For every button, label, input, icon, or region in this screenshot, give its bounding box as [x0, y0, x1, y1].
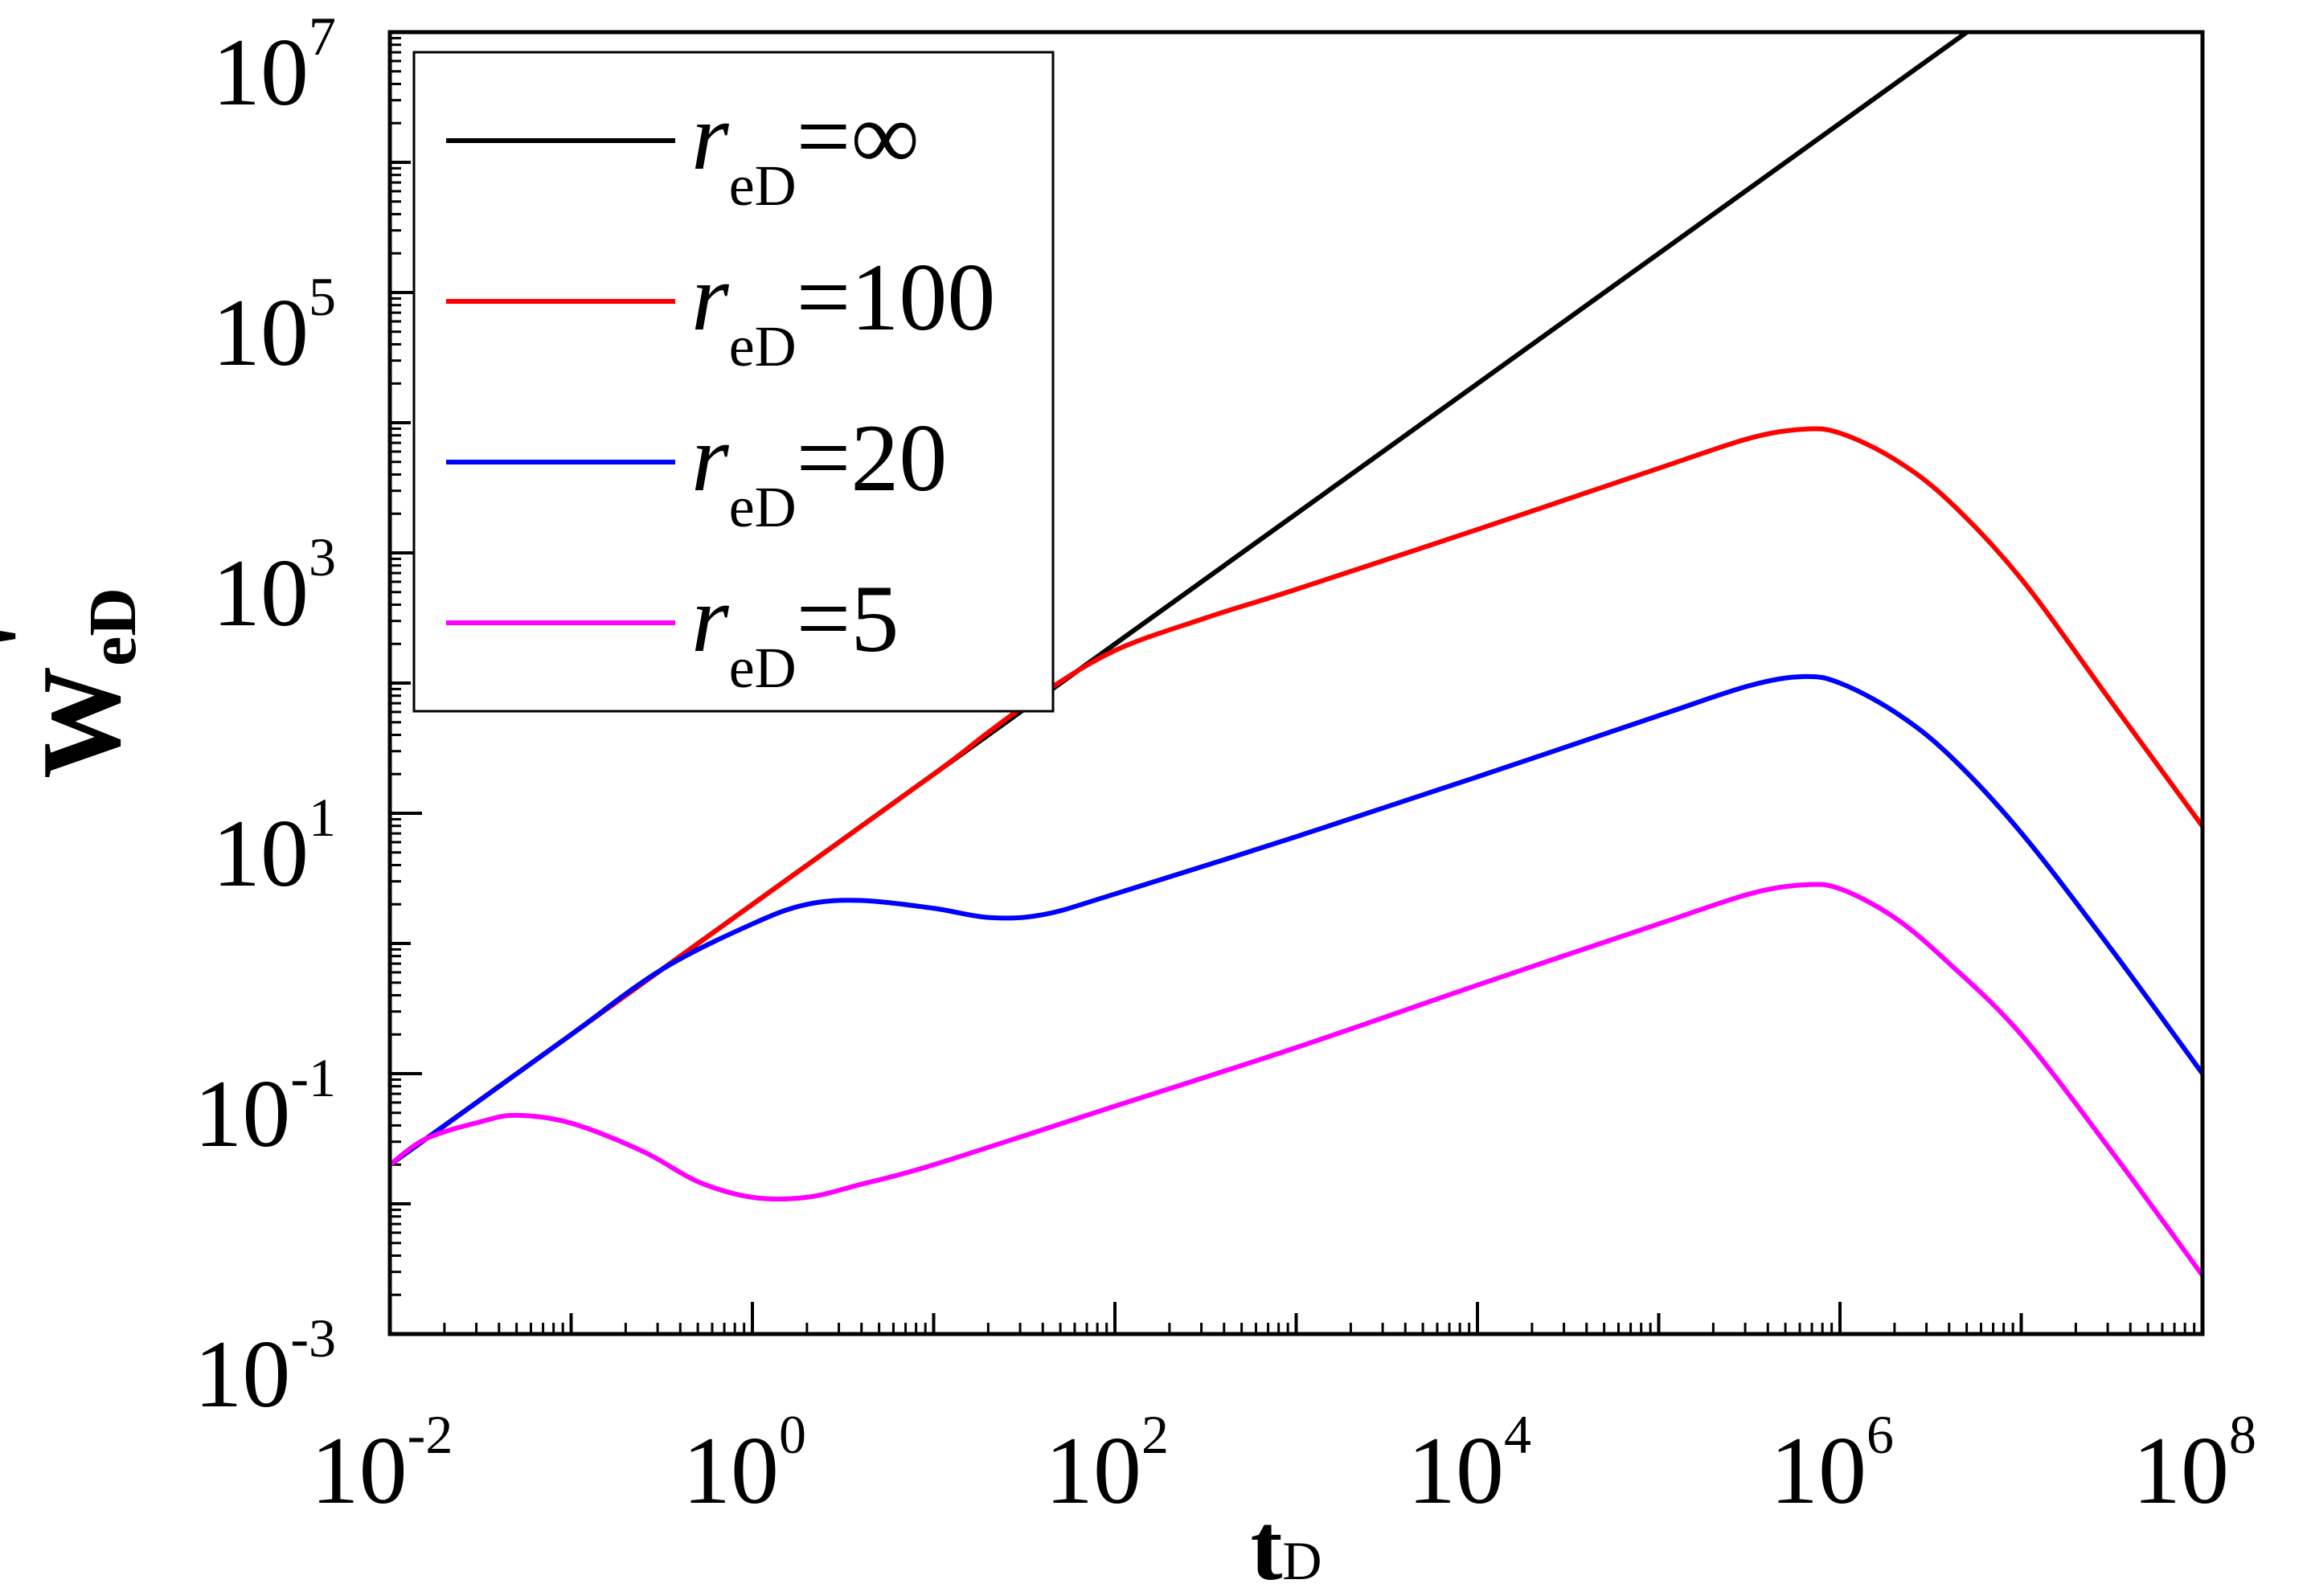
x-axis-title-main: t — [1250, 1493, 1282, 1596]
label-layer: 10-2 100 102 104 106 108 10-3 10-1 101 103 105 107 — [194, 6, 2256, 1524]
series-line-reD-20 — [390, 673, 2203, 1167]
legend-label-reD-5: reD=5 — [691, 565, 899, 700]
y-tick-label: 107 — [212, 6, 336, 125]
y-axis-title-mark: ' — [0, 620, 88, 652]
series-line-reD-5 — [390, 882, 2203, 1277]
legend: reD=∞ reD=100 reD=20 reD=5 — [412, 51, 1055, 713]
y-axis-title: WeD' — [0, 587, 150, 779]
x-axis-title-sub: D — [1282, 1530, 1322, 1591]
series-line-reD-100 — [390, 426, 2203, 1167]
y-tick-label: 10-1 — [194, 1047, 336, 1167]
x-tick-label: 10-2 — [311, 1404, 453, 1524]
y-tick-label: 101 — [212, 787, 336, 906]
plot-area-frame — [387, 30, 2205, 1336]
x-tick-label: 102 — [1045, 1404, 1169, 1524]
y-tick-label: 103 — [212, 526, 336, 646]
legend-label-reD-100: reD=100 — [691, 243, 995, 379]
y-axis-title-main: W — [19, 666, 144, 779]
x-tick-label: 106 — [1770, 1404, 1894, 1524]
y-tick-label: 105 — [212, 266, 336, 386]
series-layer — [390, 32, 2203, 1277]
legend-box — [412, 51, 1055, 713]
x-axis-title: tD — [1250, 1493, 1322, 1596]
x-tick-label: 100 — [682, 1404, 806, 1524]
y-tick-label: 10-3 — [194, 1307, 336, 1427]
x-tick-label: 104 — [1408, 1404, 1531, 1524]
legend-label-reD-∞: reD=∞ — [691, 83, 920, 218]
legend-label-reD-20: reD=20 — [691, 404, 947, 539]
y-axis-title-sub: eD — [76, 587, 150, 666]
x-tick-label: 108 — [2133, 1404, 2256, 1524]
